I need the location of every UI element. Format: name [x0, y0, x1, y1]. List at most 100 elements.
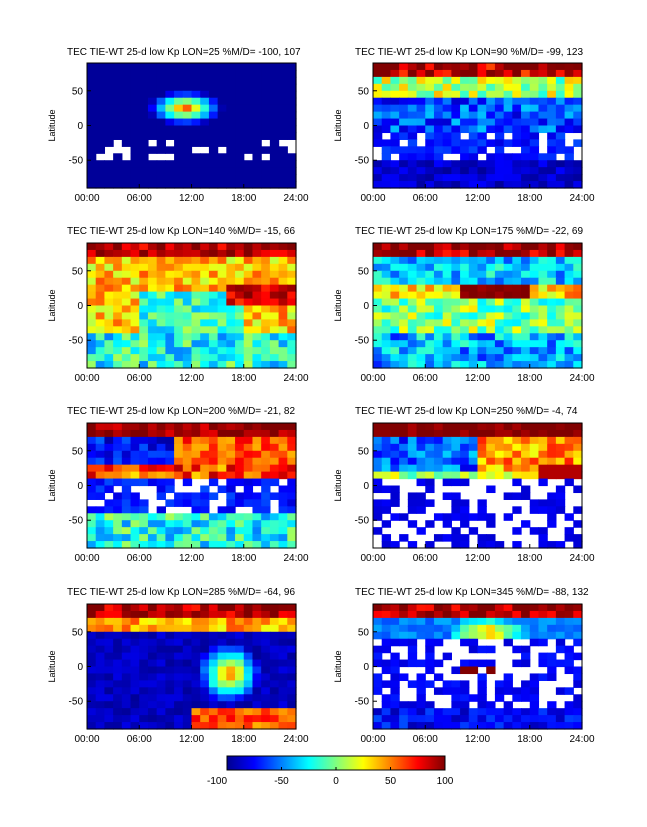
- heatmap-cell: [547, 139, 557, 147]
- heatmap-cell: [512, 76, 522, 85]
- heatmap-cell: [104, 708, 114, 716]
- x-tick-label: 18:00: [517, 553, 542, 564]
- heatmap-cell: [87, 111, 97, 120]
- heatmap-cell: [468, 666, 479, 675]
- heatmap-cell: [191, 624, 201, 633]
- heatmap-cell: [468, 436, 479, 445]
- heatmap-cell: [174, 63, 184, 71]
- heatmap-cell: [208, 617, 219, 626]
- heatmap-cell: [174, 450, 184, 459]
- heatmap-cell: [521, 312, 531, 320]
- heatmap-cell: [191, 347, 201, 355]
- heatmap-cell: [156, 277, 166, 286]
- heatmap-cell: [261, 347, 271, 355]
- heatmap-cell: [477, 471, 487, 480]
- heatmap-cell: [468, 132, 479, 140]
- heatmap-cell: [433, 354, 444, 362]
- heatmap-cell: [113, 673, 123, 681]
- heatmap-cell: [416, 499, 426, 507]
- heatmap-cell: [147, 174, 158, 182]
- heatmap-cell: [494, 83, 505, 92]
- heatmap-cell: [104, 69, 114, 78]
- heatmap-cell: [278, 160, 288, 168]
- heatmap-cell: [451, 174, 461, 182]
- heatmap-cell: [287, 319, 297, 327]
- heatmap-cell: [139, 666, 149, 675]
- heatmap-cell: [433, 534, 444, 542]
- heatmap-cell: [217, 181, 227, 189]
- heatmap-cell: [261, 478, 271, 487]
- heatmap-cell: [182, 263, 193, 272]
- heatmap-cell: [217, 111, 227, 120]
- heatmap-cell: [477, 687, 487, 695]
- heatmap-cell: [486, 485, 496, 494]
- heatmap-cell: [226, 153, 236, 161]
- heatmap-cell: [226, 181, 236, 189]
- heatmap-cell: [433, 139, 444, 147]
- heatmap-cell: [174, 243, 184, 251]
- heatmap-cell: [139, 63, 149, 71]
- heatmap-cell: [503, 63, 513, 71]
- heatmap-cell: [165, 541, 175, 549]
- heatmap-cell: [521, 680, 531, 688]
- heatmap-cell: [87, 90, 97, 99]
- heatmap-cell: [147, 319, 158, 327]
- heatmap-cell: [165, 319, 175, 327]
- heatmap-cell: [182, 534, 193, 542]
- heatmap-cell: [512, 69, 522, 78]
- heatmap-cell: [269, 333, 280, 341]
- heatmap-cell: [529, 146, 540, 154]
- heatmap-cell: [390, 457, 400, 466]
- heatmap-cell: [95, 694, 106, 702]
- heatmap-cell: [243, 715, 254, 723]
- heatmap-cell: [521, 319, 531, 327]
- heatmap-cell: [208, 118, 219, 127]
- heatmap-cell: [278, 722, 288, 730]
- heatmap-cell: [174, 298, 184, 307]
- heatmap-cell: [494, 263, 505, 272]
- heatmap-cell: [165, 132, 175, 140]
- heatmap-cell: [407, 291, 418, 300]
- heatmap-cell: [278, 146, 288, 154]
- heatmap-cell: [547, 284, 557, 293]
- heatmap-cell: [113, 513, 123, 521]
- heatmap-cell: [200, 659, 210, 668]
- heatmap-cell: [191, 243, 201, 251]
- heatmap-cell: [451, 666, 461, 675]
- heatmap-cell: [121, 249, 132, 258]
- heatmap-cell: [547, 499, 557, 507]
- heatmap-cell: [477, 513, 487, 521]
- heatmap-cell: [104, 104, 114, 113]
- heatmap-cell: [287, 443, 297, 452]
- heatmap-cell: [130, 76, 140, 85]
- heatmap-cell: [243, 492, 254, 500]
- heatmap-cell: [147, 97, 158, 106]
- heatmap-cell: [460, 104, 470, 113]
- heatmap-cell: [503, 298, 513, 307]
- heatmap-cell: [87, 125, 97, 134]
- heatmap-cell: [425, 520, 435, 528]
- heatmap-cell: [261, 534, 271, 542]
- heatmap-cell: [390, 638, 400, 647]
- heatmap-cell: [182, 291, 193, 300]
- heatmap-cell: [104, 423, 114, 431]
- heatmap-cell: [217, 312, 227, 320]
- heatmap-cell: [121, 333, 132, 341]
- heatmap-cell: [104, 181, 114, 189]
- heatmap-cell: [87, 687, 97, 695]
- heatmap-cell: [381, 694, 392, 702]
- heatmap-cell: [87, 167, 97, 175]
- heatmap-cell: [373, 347, 383, 355]
- heatmap-cell: [200, 708, 210, 716]
- heatmap-cell: [95, 284, 106, 293]
- heatmap-cell: [486, 604, 496, 612]
- heatmap-cell: [208, 153, 219, 161]
- heatmap-cell: [477, 270, 487, 279]
- heatmap-cell: [433, 333, 444, 341]
- heatmap-cell: [95, 436, 106, 445]
- heatmap-cell: [182, 243, 193, 251]
- heatmap-cell: [156, 111, 166, 120]
- heatmap-cell: [460, 76, 470, 85]
- heatmap-cell: [512, 181, 522, 189]
- heatmap-cell: [547, 423, 557, 431]
